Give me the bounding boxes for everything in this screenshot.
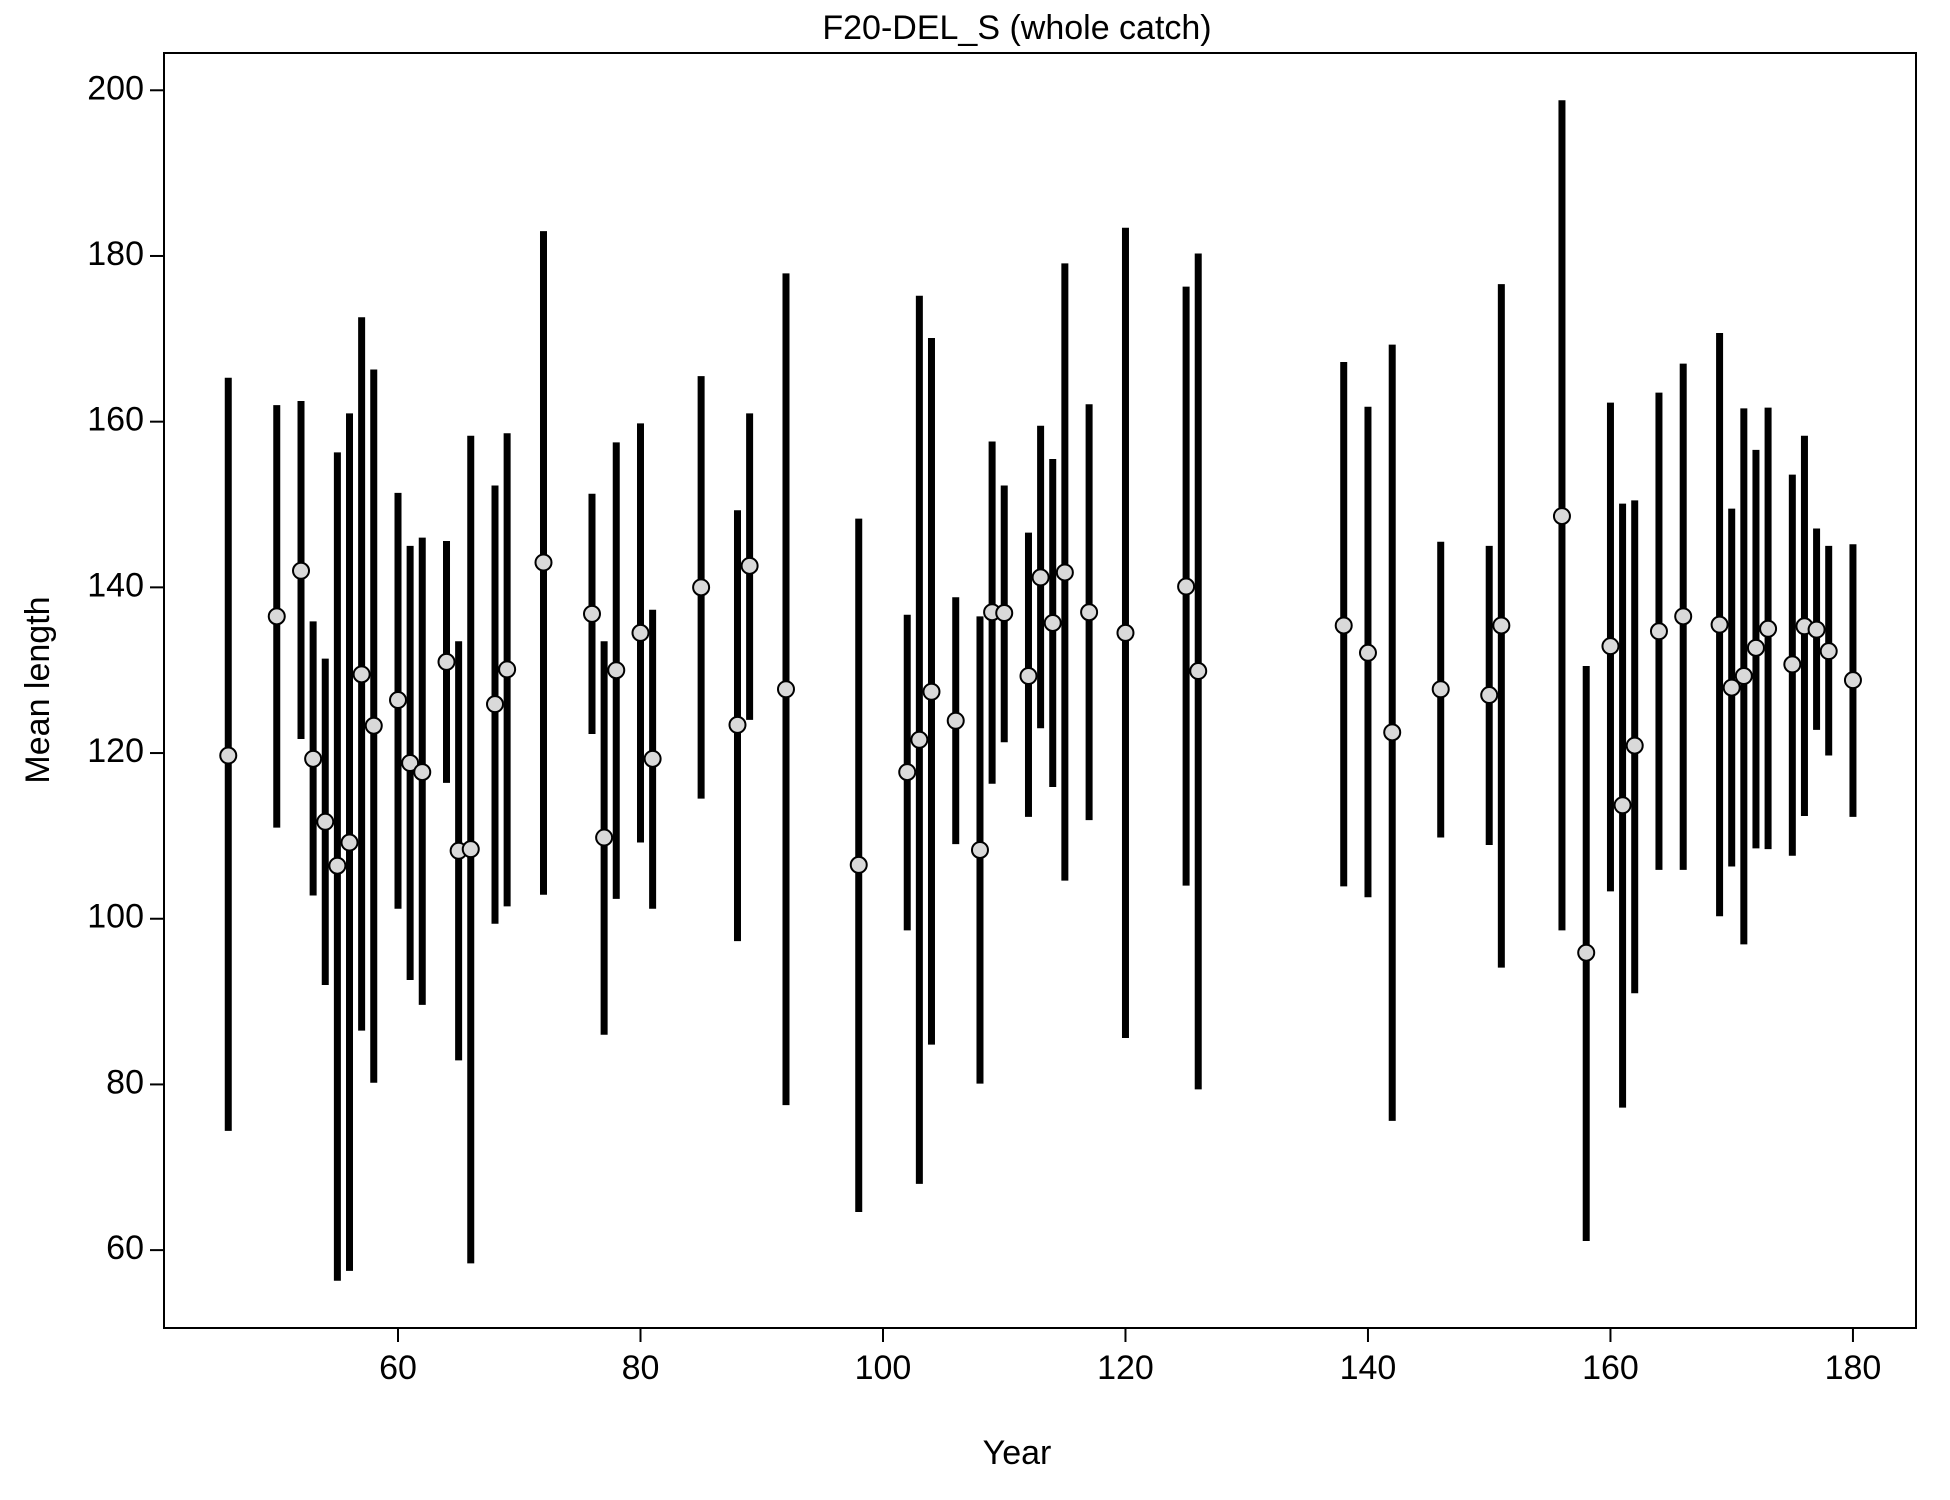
mean-point bbox=[389, 691, 408, 710]
x-axis-label: Year bbox=[983, 1434, 1052, 1472]
mean-point bbox=[1819, 642, 1838, 661]
mean-point bbox=[1492, 616, 1511, 635]
x-tick-label: 80 bbox=[622, 1349, 660, 1387]
y-tick-label: 160 bbox=[87, 401, 144, 439]
mean-point bbox=[1613, 796, 1632, 815]
mean-point bbox=[498, 660, 517, 679]
mean-point bbox=[1746, 638, 1765, 657]
y-tick-label: 120 bbox=[87, 732, 144, 770]
mean-point bbox=[352, 665, 371, 684]
x-tick-label: 60 bbox=[379, 1349, 417, 1387]
mean-point bbox=[292, 561, 311, 580]
mean-point bbox=[1783, 655, 1802, 674]
mean-point bbox=[1019, 667, 1038, 686]
mean-point bbox=[1177, 577, 1196, 596]
mean-point bbox=[898, 763, 917, 782]
mean-point bbox=[1649, 622, 1668, 641]
mean-point bbox=[461, 840, 480, 859]
mean-point bbox=[1334, 616, 1353, 635]
mean-point bbox=[1031, 568, 1050, 587]
y-axis-label: Mean length bbox=[19, 596, 57, 783]
mean-point bbox=[401, 753, 420, 772]
mean-point bbox=[1734, 667, 1753, 686]
mean-point bbox=[910, 730, 929, 749]
mean-point bbox=[995, 604, 1014, 623]
mean-point bbox=[340, 833, 359, 852]
mean-point bbox=[1480, 686, 1499, 705]
y-tick-label: 200 bbox=[87, 69, 144, 107]
mean-point bbox=[582, 604, 601, 623]
mean-point bbox=[922, 682, 941, 701]
mean-point bbox=[1807, 620, 1826, 639]
mean-point bbox=[1674, 607, 1693, 626]
x-tick-label: 140 bbox=[1340, 1349, 1397, 1387]
mean-point bbox=[219, 746, 238, 765]
mean-point bbox=[267, 607, 286, 626]
mean-point bbox=[316, 812, 335, 831]
mean-point bbox=[534, 553, 553, 572]
mean-point bbox=[776, 680, 795, 699]
mean-point bbox=[728, 715, 747, 734]
y-tick-label: 80 bbox=[106, 1063, 144, 1101]
mean-point bbox=[1116, 623, 1135, 642]
mean-point bbox=[946, 711, 965, 730]
x-tick-label: 100 bbox=[855, 1349, 912, 1387]
y-tick-label: 100 bbox=[87, 898, 144, 936]
mean-point bbox=[643, 749, 662, 768]
mean-point bbox=[486, 695, 505, 714]
plot-frame bbox=[163, 52, 1917, 1329]
x-tick-label: 160 bbox=[1582, 1349, 1639, 1387]
x-tick-label: 120 bbox=[1097, 1349, 1154, 1387]
mean-point bbox=[607, 661, 626, 680]
mean-point bbox=[970, 840, 989, 859]
mean-point bbox=[1601, 637, 1620, 656]
mean-point bbox=[1710, 615, 1729, 634]
mean-point bbox=[304, 749, 323, 768]
mean-point bbox=[1759, 619, 1778, 638]
mean-point bbox=[849, 855, 868, 874]
mean-point bbox=[1431, 680, 1450, 699]
chart-title: F20-DEL_S (whole catch) bbox=[822, 9, 1211, 47]
mean-point bbox=[1055, 563, 1074, 582]
mean-point bbox=[692, 578, 711, 597]
mean-point bbox=[364, 716, 383, 735]
mean-point bbox=[1358, 643, 1377, 662]
mean-point bbox=[1080, 603, 1099, 622]
mean-point bbox=[1383, 723, 1402, 742]
y-tick-label: 60 bbox=[106, 1229, 144, 1267]
mean-point bbox=[1843, 671, 1862, 690]
mean-point bbox=[413, 763, 432, 782]
mean-point bbox=[1722, 678, 1741, 697]
mean-point bbox=[437, 652, 456, 671]
mean-point bbox=[1043, 613, 1062, 632]
mean-point bbox=[631, 623, 650, 642]
mean-point bbox=[1189, 662, 1208, 681]
mean-point bbox=[328, 856, 347, 875]
mean-point bbox=[1625, 736, 1644, 755]
mean-point bbox=[740, 556, 759, 575]
x-tick-label: 180 bbox=[1825, 1349, 1882, 1387]
y-tick-label: 140 bbox=[87, 566, 144, 604]
mean-point bbox=[1577, 943, 1596, 962]
mean-point bbox=[595, 828, 614, 847]
y-tick-label: 180 bbox=[87, 235, 144, 273]
mean-point bbox=[1552, 507, 1571, 526]
